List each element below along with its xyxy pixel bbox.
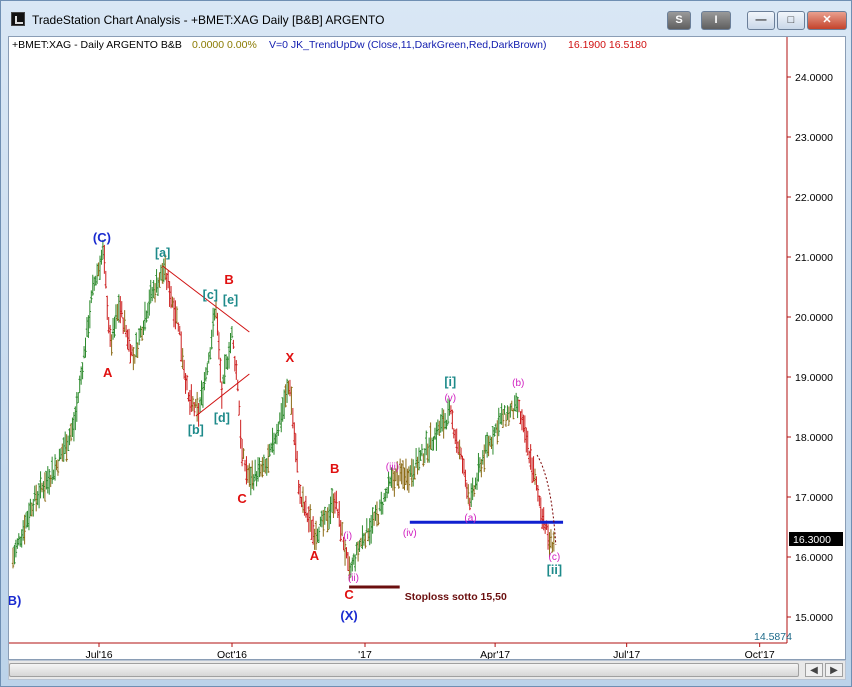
indicator-name: V=0 JK_TrendUpDw (Close,11,DarkGreen,Red… [269,39,546,51]
wave-label: (b) [512,378,524,389]
last-price-label: 16.3000 [793,534,831,546]
wave-label: [c] [203,288,218,302]
wave-label: [e] [223,293,238,307]
y-tick-label: 20.0000 [795,312,833,324]
x-tick-label: Apr'17 [480,649,510,659]
y-tick-label: 18.0000 [795,432,833,444]
wave-label: B [224,272,233,287]
wave-label: C [344,587,354,602]
drawing-lines: Stoploss sotto 15,50 [162,265,564,603]
y-tick-label: 16.0000 [795,552,833,564]
window-title: TradeStation Chart Analysis - +BMET:XAG … [32,13,385,27]
maximize-button[interactable]: □ [777,11,805,30]
triangle-upper-line [162,265,250,333]
wave-label: [i] [444,375,456,389]
x-tick-label: Jul'17 [613,649,640,659]
trend-projection-line [536,454,557,546]
y-tick-label: 23.0000 [795,132,833,144]
low-marker-label: 14.5874 [754,631,792,643]
i-menu-button[interactable]: I [701,11,731,30]
scroll-left-arrow[interactable]: ◀ [805,663,823,677]
y-tick-label: 19.0000 [795,372,833,384]
wave-label: A [103,365,113,380]
y-tick-label: 21.0000 [795,252,833,264]
horizontal-scrollbar[interactable]: ◀ ▶ [8,660,846,680]
x-tick-label: Oct'16 [217,649,247,659]
wave-label: [d] [214,411,230,425]
title-bar[interactable]: TradeStation Chart Analysis - +BMET:XAG … [1,1,851,37]
x-tick-label: Jul'16 [85,649,112,659]
price-bars [11,239,556,582]
wave-label: X [285,350,294,365]
tradestation-app-icon[interactable] [11,12,25,26]
wave-label: [a] [155,246,170,260]
wave-label: C [237,491,247,506]
scroll-thumb[interactable] [9,663,799,677]
wave-label: [ii] [547,563,562,577]
wave-label: (ii) [348,573,359,584]
wave-label: (a) [464,513,476,524]
wave-label: (c) [549,552,561,563]
axes-layer: 24.0000 23.0000 22.0000 21.0000 20.0000 19.00… [9,37,843,659]
scroll-right-arrow[interactable]: ▶ [825,663,843,677]
indicator-values: 16.1900 16.5180 [568,39,647,51]
wave-label: (X) [340,608,357,623]
minimize-button[interactable]: — [747,11,775,30]
y-tick-label: 15.0000 [795,612,833,624]
price-chart[interactable]: Stoploss sotto 15,50 (C)A(B)A)5[a][b][c]… [9,37,845,659]
close-button[interactable]: ✕ [807,11,847,30]
symbol-line: +BMET:XAG - Daily ARGENTO B&B [12,39,182,51]
s-menu-button[interactable]: S [667,11,691,30]
wave-label: B [330,461,339,476]
y-tick-label: 17.0000 [795,492,833,504]
y-tick-label: 22.0000 [795,192,833,204]
wave-label: (iii) [386,462,399,473]
wave-label: A [310,548,320,563]
chart-header: +BMET:XAG - Daily ARGENTO B&B 0.0000 0.0… [12,39,647,51]
x-tick-label: '17 [358,649,372,659]
chart-area[interactable]: Stoploss sotto 15,50 (C)A(B)A)5[a][b][c]… [8,36,846,660]
wave-label: (i) [343,531,352,542]
wave-label: [b] [188,423,204,437]
wave-labels: (C)A(B)A)5[a][b][c][d][e]BCXABC(X)(i)(ii… [9,230,562,623]
wave-label: (iv) [403,528,417,539]
stoploss-label: Stoploss sotto 15,50 [405,591,507,603]
x-tick-label: Oct'17 [745,649,775,659]
triangle-lower-line [195,373,250,417]
wave-label: (C) [93,230,111,245]
header-values: 0.0000 0.00% [192,39,257,51]
last-price-box [789,532,843,546]
y-tick-label: 24.0000 [795,72,833,84]
wave-label: (B) [9,593,21,608]
wave-label: (v) [444,393,456,404]
